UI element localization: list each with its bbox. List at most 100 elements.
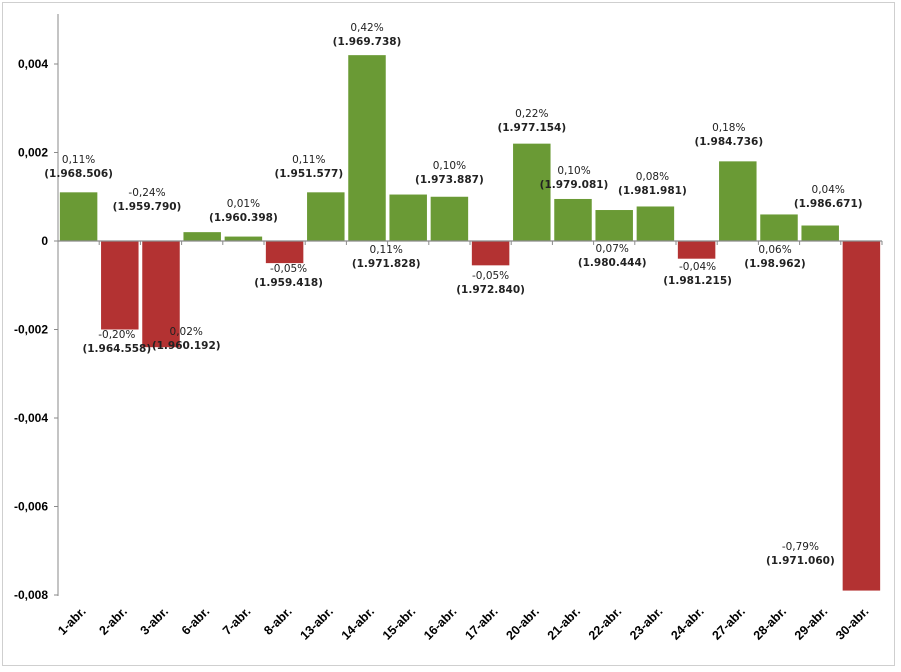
data-label-pct: 0,06% [758, 244, 791, 256]
data-label-value: (1.960.192) [152, 340, 221, 352]
data-label-value: (1.977.154) [497, 122, 566, 134]
data-label-value: (1.973.887) [415, 174, 484, 186]
data-label-pct: 0,22% [515, 108, 548, 120]
data-label-value: (1.971.060) [766, 555, 835, 567]
data-label-pct: 0,08% [636, 171, 669, 183]
bar [760, 214, 798, 241]
data-label-value: (1.951.577) [274, 168, 343, 180]
data-label: -0,79% (1.971.060) [766, 541, 835, 567]
data-label-pct: 0,42% [350, 22, 383, 34]
y-tick-label: 0,004 [18, 57, 48, 71]
x-tick-label: 17-abr. [462, 604, 500, 642]
bar [801, 225, 839, 241]
data-label: -0,05% (1.972.840) [456, 270, 525, 296]
x-tick-label: 20-abr. [504, 604, 542, 642]
data-label-value: (1.971.828) [352, 258, 421, 270]
bar [389, 194, 427, 241]
x-tick-label: 23-abr. [627, 604, 665, 642]
y-tick-label: -0,002 [14, 323, 48, 337]
data-label-value: (1.959.790) [113, 201, 182, 213]
data-label-value: (1.969.738) [333, 36, 402, 48]
y-tick-label: -0,008 [14, 588, 48, 602]
data-label-value: (1.960.398) [209, 212, 278, 224]
x-tick-label: 24-abr. [668, 604, 706, 642]
data-label-value: (1.986.671) [794, 198, 863, 210]
data-label: 0,02% (1.960.192) [152, 326, 221, 352]
x-tick-label: 7-abr. [220, 604, 253, 637]
data-label-pct: 0,11% [292, 154, 325, 166]
data-label: -0,05% (1.959.418) [254, 263, 323, 289]
data-label: 0,11% (1.968.506) [44, 154, 113, 180]
y-tick-label: -0,006 [14, 500, 48, 514]
x-tick-label: 27-abr. [710, 604, 748, 642]
data-label-pct: -0,79% [782, 541, 819, 553]
bar [842, 241, 881, 591]
x-tick-label: 6-abr. [179, 604, 212, 637]
data-label: 0,06% (1.98.962) [744, 244, 805, 270]
data-label-value: (1.964.558) [82, 343, 151, 355]
data-label: -0,24% (1.959.790) [113, 187, 182, 213]
data-label-pct: 0,10% [557, 165, 590, 177]
data-label: -0,20% (1.964.558) [82, 329, 151, 355]
bar [183, 232, 221, 241]
bar [101, 241, 139, 330]
x-tick-label: 14-abr. [339, 604, 377, 642]
data-label-value: (1.980.444) [578, 257, 647, 269]
data-label: 0,18% (1.984.736) [694, 122, 763, 148]
x-tick-label: 13-abr. [298, 604, 336, 642]
data-label: -0,04% (1.981.215) [663, 261, 732, 287]
data-label-pct: 0,11% [370, 244, 403, 256]
data-label-pct: 0,11% [62, 154, 95, 166]
data-label-pct: -0,24% [128, 187, 165, 199]
data-label-value: (1.959.418) [254, 277, 323, 289]
x-tick-label: 8-abr. [261, 604, 294, 637]
data-label: 0,04% (1.986.671) [794, 184, 863, 210]
data-label-pct: 0,10% [433, 160, 466, 172]
bar [471, 241, 510, 266]
data-label: 0,08% (1.981.981) [618, 171, 687, 197]
data-label: 0,01% (1.960.398) [209, 198, 278, 224]
bar [224, 236, 263, 241]
x-tick-label: 2-abr. [96, 604, 129, 637]
y-tick-label: -0,004 [14, 411, 48, 425]
bar [595, 210, 633, 241]
bar [430, 196, 469, 241]
data-label-value: (1.981.981) [618, 185, 687, 197]
bar [307, 192, 345, 241]
data-label: 0,07% (1.980.444) [578, 243, 647, 269]
bar [636, 206, 675, 241]
x-tick-label: 30-abr. [833, 604, 871, 642]
x-tick-label: 22-abr. [586, 604, 624, 642]
bar [554, 198, 592, 241]
data-label-value: (1.979.081) [540, 179, 609, 191]
x-tick-label: 15-abr. [380, 604, 418, 642]
bar [348, 55, 386, 242]
y-tick-label: 0 [41, 234, 48, 248]
bar [513, 143, 551, 241]
bar [719, 161, 757, 241]
data-label: 0,10% (1.979.081) [540, 165, 609, 191]
x-tick-label: 3-abr. [138, 604, 171, 637]
data-label: 0,11% (1.951.577) [274, 154, 343, 180]
data-label-value: (1.984.736) [694, 136, 763, 148]
data-label-pct: 0,04% [812, 184, 845, 196]
data-label-pct: 0,01% [227, 198, 260, 210]
x-tick-label: 16-abr. [421, 604, 459, 642]
x-tick-label: 29-abr. [792, 604, 830, 642]
x-tick-label: 21-abr. [545, 604, 583, 642]
data-label-value: (1.972.840) [456, 284, 525, 296]
x-tick-label: 1-abr. [55, 604, 88, 637]
data-label: 0,10% (1.973.887) [415, 160, 484, 186]
data-label: 0,11% (1.971.828) [352, 244, 421, 270]
data-label-pct: 0,02% [170, 326, 203, 338]
data-label-value: (1.981.215) [663, 275, 732, 287]
data-label-value: (1.968.506) [44, 168, 113, 180]
y-tick-label: 0,002 [18, 146, 48, 160]
data-label-pct: -0,04% [679, 261, 716, 273]
data-label: 0,22% (1.977.154) [497, 108, 566, 134]
data-label-pct: -0,20% [98, 329, 135, 341]
data-label: 0,42% (1.969.738) [333, 22, 402, 48]
data-label-pct: -0,05% [472, 270, 509, 282]
bar [677, 241, 716, 259]
